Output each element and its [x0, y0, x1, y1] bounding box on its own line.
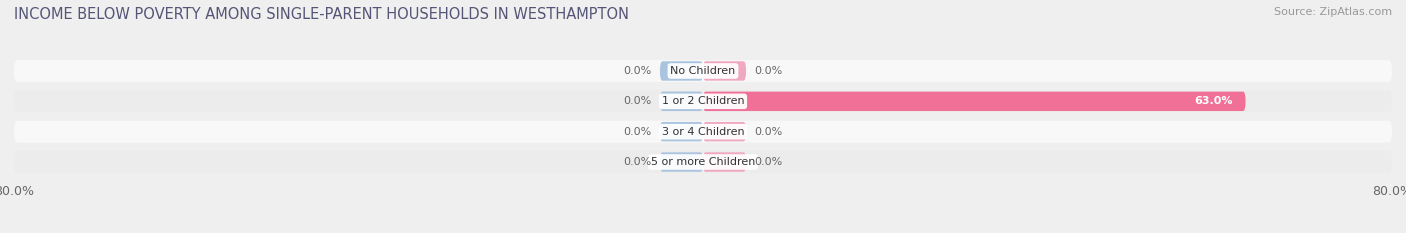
FancyBboxPatch shape [659, 122, 703, 141]
FancyBboxPatch shape [659, 92, 703, 111]
Text: No Children: No Children [671, 66, 735, 76]
FancyBboxPatch shape [14, 151, 1392, 173]
Text: 0.0%: 0.0% [755, 66, 783, 76]
FancyBboxPatch shape [659, 152, 703, 172]
FancyBboxPatch shape [703, 122, 747, 141]
Text: 3 or 4 Children: 3 or 4 Children [662, 127, 744, 137]
Text: 0.0%: 0.0% [755, 157, 783, 167]
FancyBboxPatch shape [14, 90, 1392, 112]
Text: 1 or 2 Children: 1 or 2 Children [662, 96, 744, 106]
FancyBboxPatch shape [703, 61, 747, 81]
FancyBboxPatch shape [703, 152, 747, 172]
FancyBboxPatch shape [14, 121, 1392, 143]
Text: 63.0%: 63.0% [1194, 96, 1233, 106]
Text: 0.0%: 0.0% [623, 96, 651, 106]
Text: Source: ZipAtlas.com: Source: ZipAtlas.com [1274, 7, 1392, 17]
FancyBboxPatch shape [659, 61, 703, 81]
Text: 0.0%: 0.0% [623, 157, 651, 167]
Text: 0.0%: 0.0% [623, 66, 651, 76]
FancyBboxPatch shape [14, 60, 1392, 82]
Text: INCOME BELOW POVERTY AMONG SINGLE-PARENT HOUSEHOLDS IN WESTHAMPTON: INCOME BELOW POVERTY AMONG SINGLE-PARENT… [14, 7, 628, 22]
Text: 0.0%: 0.0% [623, 127, 651, 137]
Text: 0.0%: 0.0% [755, 127, 783, 137]
Text: 5 or more Children: 5 or more Children [651, 157, 755, 167]
FancyBboxPatch shape [703, 92, 1246, 111]
